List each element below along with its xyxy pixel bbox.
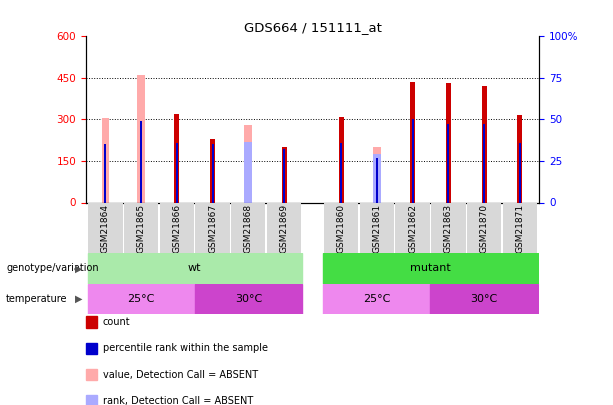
Text: GSM21864: GSM21864 [101,203,110,252]
Bar [373,154,381,202]
Bar [210,139,215,202]
Text: mutant: mutant [410,263,451,273]
Bar [519,143,521,202]
Bar [176,143,178,202]
Bar [211,145,213,202]
Text: 30°C: 30°C [470,294,498,304]
Bar [395,202,430,253]
Text: ▶: ▶ [75,294,83,304]
Text: GSM21870: GSM21870 [479,203,489,253]
Bar [430,284,538,314]
Bar [482,86,487,202]
Bar [195,284,302,314]
Text: 30°C: 30°C [235,294,262,304]
Bar [140,121,142,202]
Bar [447,124,449,202]
Bar [412,119,414,202]
Bar [245,142,253,202]
Bar [102,118,109,202]
Bar [88,202,123,253]
Text: ▶: ▶ [75,263,83,273]
Text: temperature: temperature [6,294,67,304]
Bar [283,149,285,202]
Text: GSM21866: GSM21866 [172,203,181,253]
Text: 25°C: 25°C [364,294,390,304]
Text: 25°C: 25°C [128,294,155,304]
Bar [483,124,485,202]
Text: GSM21869: GSM21869 [280,203,289,253]
Bar [360,202,394,253]
Bar [160,202,194,253]
Bar [323,284,430,314]
Bar [503,202,537,253]
Bar [467,202,501,253]
Bar [231,202,265,253]
Text: GSM21861: GSM21861 [373,203,381,253]
Bar [410,82,415,202]
Bar [104,145,107,202]
Bar [281,147,286,202]
Text: GSM21860: GSM21860 [337,203,346,253]
Bar [517,115,522,202]
Bar [339,117,344,202]
Text: percentile rank within the sample: percentile rank within the sample [103,343,268,353]
Bar [175,114,180,202]
Bar [324,202,359,253]
Bar [323,253,538,284]
Text: GSM21868: GSM21868 [244,203,253,253]
Text: count: count [103,317,131,327]
Text: GSM21862: GSM21862 [408,203,417,252]
Text: GSM21871: GSM21871 [516,203,524,253]
Bar [88,284,195,314]
Bar [245,125,253,202]
Bar [196,202,230,253]
Text: value, Detection Call = ABSENT: value, Detection Call = ABSENT [103,370,258,379]
Text: GSM21863: GSM21863 [444,203,453,253]
Bar [267,202,301,253]
Bar [376,158,378,202]
Bar [431,202,465,253]
Bar [137,75,145,202]
Text: rank, Detection Call = ABSENT: rank, Detection Call = ABSENT [103,396,253,405]
Title: GDS664 / 151111_at: GDS664 / 151111_at [244,21,381,34]
Text: wt: wt [188,263,202,273]
Text: GSM21865: GSM21865 [137,203,146,253]
Bar [373,147,381,202]
Text: GSM21867: GSM21867 [208,203,217,253]
Bar [124,202,158,253]
Text: genotype/variation: genotype/variation [6,263,99,273]
Bar [446,83,451,202]
Bar [88,253,302,284]
Bar [340,143,342,202]
